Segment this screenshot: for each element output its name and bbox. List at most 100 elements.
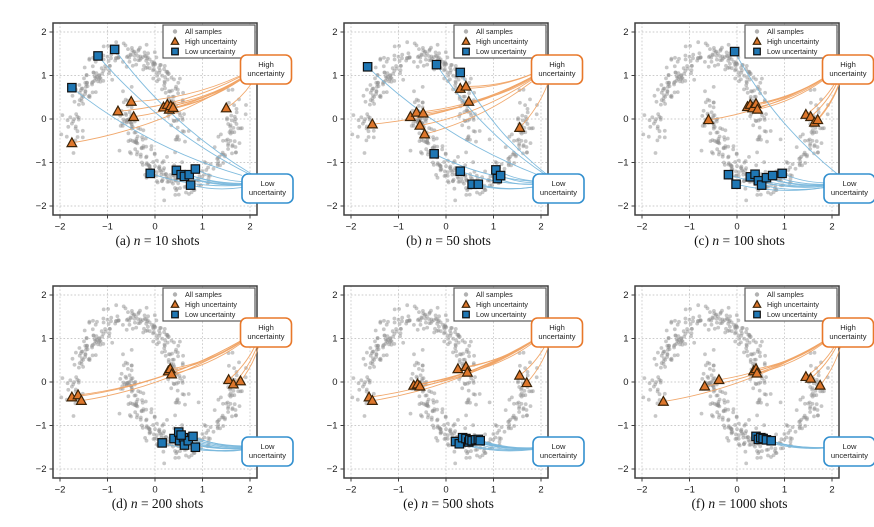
sample-point — [808, 410, 812, 414]
sample-point — [654, 99, 659, 104]
sample-point — [499, 425, 504, 429]
high-uncertainty-marker — [460, 80, 472, 91]
sample-point — [361, 93, 366, 98]
sample-point — [521, 407, 526, 412]
legend-label: Low uncertainty — [767, 310, 818, 319]
sample-point — [384, 353, 389, 357]
low-uncertainty-marker — [157, 438, 167, 448]
sample-point — [423, 119, 428, 124]
low-uncertainty-marker — [729, 46, 740, 57]
sample-point — [520, 118, 525, 123]
sample-point — [683, 44, 688, 49]
high-uncertainty-marker — [811, 113, 824, 125]
high-uncertainty-leader-line — [233, 346, 258, 385]
sample-point — [457, 334, 462, 339]
sample-point — [726, 418, 730, 423]
sample-point — [386, 56, 390, 61]
sample-point — [87, 95, 92, 99]
sample-point — [368, 102, 372, 107]
sample-point — [688, 59, 693, 63]
sample-point — [687, 317, 692, 322]
sample-point — [747, 418, 751, 422]
caption-suffix: = 100 shots — [719, 233, 785, 248]
sample-point — [735, 62, 740, 66]
sample-point — [174, 347, 179, 352]
sample-point — [157, 164, 162, 169]
sample-point — [440, 407, 445, 411]
sample-point — [200, 174, 205, 179]
sample-point — [406, 314, 411, 319]
low-uncertainty-callout-label: Low uncertainty — [831, 179, 868, 197]
sample-point — [164, 69, 169, 74]
sample-point — [659, 90, 664, 95]
high-uncertainty-marker — [414, 380, 426, 391]
sample-point — [748, 71, 753, 76]
sample-point — [366, 129, 371, 134]
sample-point — [490, 183, 494, 188]
sample-point — [463, 426, 468, 431]
sample-point — [691, 52, 696, 57]
sample-point — [726, 144, 731, 149]
low-uncertainty-marker — [185, 180, 196, 190]
sample-point — [163, 349, 167, 354]
sample-point — [106, 44, 110, 48]
sample-point — [153, 325, 158, 329]
y-tick-label: 1 — [41, 334, 46, 345]
sample-point — [435, 424, 440, 428]
sample-point — [392, 307, 397, 312]
sample-point — [418, 59, 423, 64]
sample-point — [146, 51, 151, 56]
sample-point — [826, 366, 830, 370]
sample-point — [392, 57, 397, 62]
sample-point — [712, 63, 717, 68]
sample-point — [103, 329, 108, 334]
sample-point — [445, 70, 450, 75]
all-samples-layer — [59, 40, 248, 203]
high-uncertainty-marker — [713, 373, 725, 385]
sample-point — [452, 159, 457, 164]
sample-point — [736, 70, 741, 75]
y-tick-label: 0 — [332, 377, 337, 388]
sample-point — [762, 129, 767, 134]
legend-label: Low uncertainty — [185, 47, 236, 56]
sample-point — [442, 339, 447, 344]
sample-point — [127, 373, 132, 378]
sample-point — [426, 413, 431, 417]
sample-point — [417, 47, 421, 51]
sample-point — [763, 353, 767, 358]
sample-point — [721, 56, 725, 61]
low-uncertainty-callout-label: Low uncertainty — [831, 442, 868, 460]
subplot-d: −2 −1 0 1 2 2 1 0 −1 −2 All samples High uncertaint… — [0, 263, 294, 527]
sample-point — [129, 122, 134, 127]
sample-point — [215, 426, 220, 431]
sample-point — [754, 77, 758, 82]
sample-point — [466, 350, 471, 355]
low-uncertainty-marker — [475, 435, 485, 446]
sample-point — [437, 314, 441, 319]
sample-point — [714, 316, 719, 321]
sample-point — [734, 313, 739, 318]
sample-point — [425, 62, 430, 67]
sample-point — [763, 169, 768, 174]
sample-point — [77, 365, 81, 370]
legend-dot-icon — [463, 29, 469, 34]
high-uncertainty-leader-line — [131, 75, 241, 103]
sample-point — [819, 141, 824, 146]
sample-point — [128, 138, 133, 143]
sample-point — [99, 66, 104, 71]
sample-point — [672, 90, 677, 95]
sample-point — [726, 424, 731, 428]
sample-point — [743, 168, 748, 173]
y-tick-label: −1 — [327, 158, 338, 169]
sample-point — [723, 128, 728, 133]
sample-point — [797, 156, 802, 161]
sample-point — [170, 357, 175, 362]
sample-point — [735, 164, 739, 169]
y-tick-label: −2 — [618, 464, 629, 475]
sample-point — [443, 432, 447, 437]
low-uncertainty-marker — [431, 59, 442, 70]
sample-point — [212, 408, 217, 412]
